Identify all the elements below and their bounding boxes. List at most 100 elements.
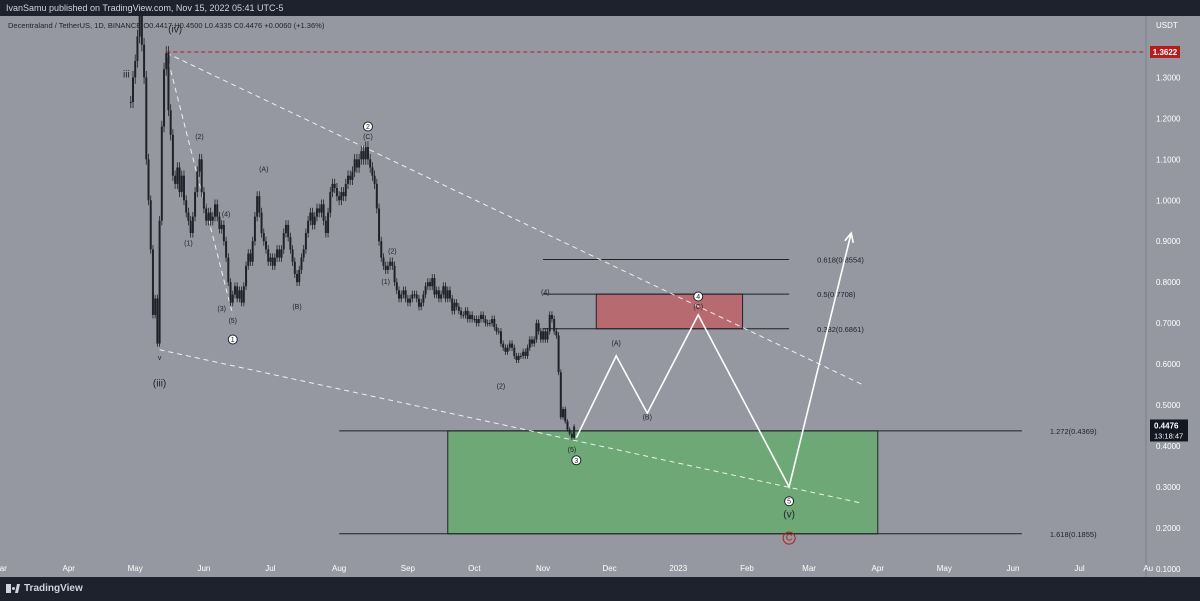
candle-body: [528, 339, 531, 348]
x-tick-label: Sep: [401, 564, 416, 573]
candle-body: [225, 241, 228, 258]
candle-body: [140, 16, 143, 45]
candle-body: [389, 261, 392, 266]
candle-body: [171, 134, 174, 176]
circled-wave-label: 2: [362, 121, 373, 132]
y-tick-label: 1.2000: [1156, 114, 1181, 123]
y-tick-label: 1.1000: [1156, 155, 1181, 164]
candle-body: [369, 159, 372, 168]
candle-body: [291, 249, 294, 262]
tradingview-logo-icon: [6, 584, 20, 593]
candle-body: [207, 212, 210, 221]
x-tick-label: May: [128, 564, 143, 573]
wave-label: v: [158, 355, 162, 362]
candle-body: [256, 196, 259, 217]
candle-body: [468, 314, 471, 320]
candle-body: [145, 77, 148, 160]
candle-body: [227, 257, 230, 283]
wave-label: (C): [363, 134, 373, 141]
circled-label-ring: [782, 531, 796, 545]
trendline: [165, 52, 234, 316]
candle-body: [209, 212, 212, 221]
candle-body: [437, 290, 440, 299]
candle-body: [174, 175, 177, 184]
candle-body: [129, 101, 132, 103]
candle-body: [302, 249, 305, 258]
y-tick-label: 0.4000: [1156, 442, 1181, 451]
candle-body: [424, 286, 427, 295]
candle-body: [318, 208, 321, 213]
wave-label: (2): [388, 249, 397, 256]
candle-body: [366, 147, 369, 160]
y-tick-label: 0.6000: [1156, 360, 1181, 369]
candle-body: [353, 159, 356, 172]
candle-body: [351, 171, 354, 180]
candle-body: [415, 294, 418, 299]
candle-body: [440, 294, 443, 299]
x-tick-label: Jul: [265, 564, 275, 573]
candle-body: [284, 224, 287, 234]
candle-body: [420, 302, 423, 307]
candle-body: [382, 257, 385, 266]
candle-body: [347, 175, 350, 184]
trendline: [166, 52, 863, 385]
x-tick-label: Nov: [536, 564, 550, 573]
candle-body: [278, 249, 281, 258]
candle-body: [539, 331, 542, 340]
candle-body: [191, 216, 194, 234]
candle-body: [460, 310, 463, 315]
candle-body: [240, 290, 243, 303]
candle-body: [433, 278, 436, 295]
wave-label: (2): [195, 134, 204, 141]
circled-label-ring: [362, 121, 373, 132]
candle-body: [564, 409, 567, 422]
candle-body: [304, 233, 307, 250]
candle-body: [338, 196, 341, 201]
candle-body: [335, 187, 338, 197]
x-tick-label: Feb: [740, 564, 754, 573]
red-target-zone: [595, 293, 744, 330]
candle-body: [380, 241, 383, 258]
candle-body: [280, 249, 283, 258]
candle-body: [320, 204, 323, 213]
candle-body: [167, 52, 170, 111]
candle-body: [143, 44, 146, 78]
candle-body: [515, 355, 518, 360]
candle-body: [149, 200, 152, 250]
candle-body: [293, 261, 296, 274]
candle-body: [544, 331, 547, 340]
candle-body: [480, 314, 483, 320]
candle-body: [537, 323, 540, 332]
x-tick-label: Oct: [468, 564, 481, 573]
candle-body: [249, 253, 252, 262]
candle-body: [198, 159, 201, 172]
candle-body: [371, 167, 374, 176]
y-tick-label: 1.0000: [1156, 196, 1181, 205]
circled-label-ring: [784, 496, 795, 507]
candle-body: [158, 220, 161, 344]
candle-body: [342, 192, 345, 197]
candle-body: [462, 314, 465, 316]
candle-body: [289, 237, 292, 250]
candle-body: [331, 183, 334, 193]
candle-body: [211, 216, 214, 221]
candle-body: [202, 192, 205, 209]
circled-label-text: 2: [366, 124, 370, 131]
tradingview-logo[interactable]: TradingView: [6, 583, 83, 594]
candle-body: [482, 314, 485, 320]
candle-body: [300, 257, 303, 270]
wave-label: (3): [217, 306, 226, 313]
resistance-price-tag: [1150, 45, 1180, 58]
candle-body: [187, 212, 190, 221]
candle-body: [471, 314, 474, 320]
candle-body: [307, 220, 310, 234]
wave-label: (4): [222, 212, 231, 219]
candle-body: [378, 208, 381, 242]
wave-label: (A): [259, 167, 268, 174]
candle-body: [413, 294, 416, 296]
candle-body: [276, 249, 279, 258]
price-chart[interactable]: 1.3000 1.2000 1.1000 1.0000 0.9000 0.8000 0.70…: [0, 16, 1200, 577]
candle-body: [502, 343, 505, 348]
circled-wave-label: 5: [784, 496, 795, 507]
